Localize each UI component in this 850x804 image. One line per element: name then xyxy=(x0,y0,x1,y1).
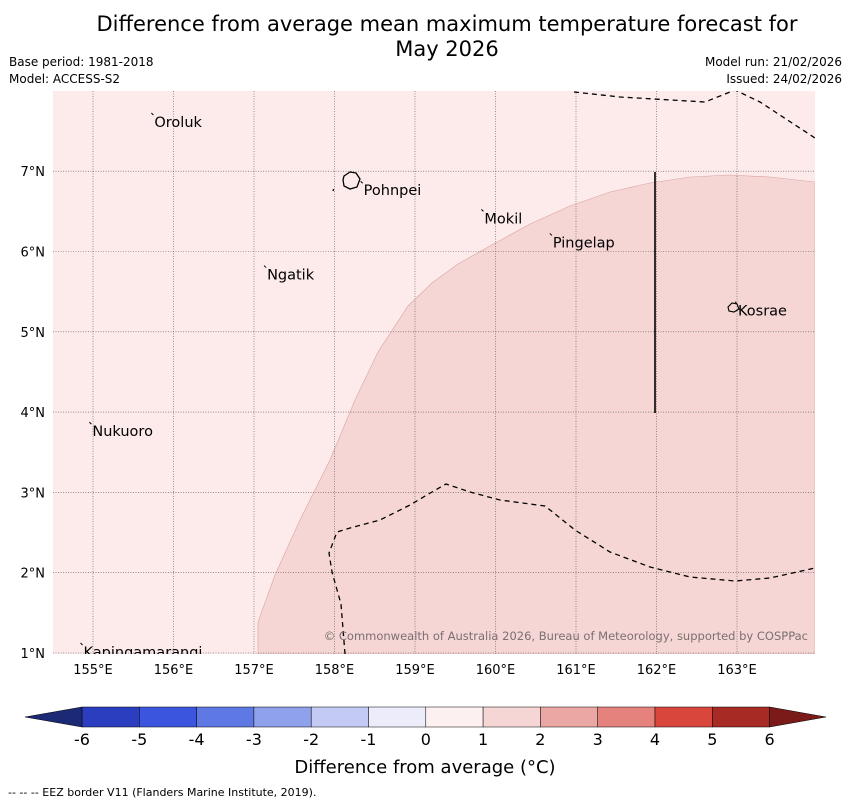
colorbar-bin xyxy=(597,706,656,728)
place-marker xyxy=(481,208,484,212)
place-marker xyxy=(734,301,738,305)
pohnpei-island xyxy=(332,171,361,192)
place-marker xyxy=(360,180,364,184)
lat-tick-label: 4°N xyxy=(21,406,46,421)
colorbar-tick-label: 1 xyxy=(478,730,488,749)
colorbar-tick-label: 2 xyxy=(535,730,545,749)
colorbar-tick-label: 6 xyxy=(765,730,775,749)
place-label: Pingelap xyxy=(553,235,615,251)
kosrae-island xyxy=(727,302,740,313)
colorbar-bin xyxy=(712,706,770,728)
model-run: Model run: 21/02/2026 xyxy=(704,55,842,69)
colorbar-bin xyxy=(139,706,197,728)
colorbar-tick-label: 5 xyxy=(707,730,717,749)
place-label: Nukuoro xyxy=(92,424,153,440)
colorbar-label: Difference from average (°C) xyxy=(294,757,556,778)
lon-tick-label: 161°E xyxy=(556,663,596,678)
place-marker xyxy=(549,233,553,236)
colorbar-tick-label: 4 xyxy=(650,730,660,749)
lon-tick-label: 155°E xyxy=(73,663,113,678)
colorbar-bin xyxy=(482,706,541,728)
graticule xyxy=(53,91,815,654)
colorbar-bin xyxy=(425,706,484,728)
place-labels: Oroluk Pohnpei Mokil Pingelap Ngatik Kosrae Nu… xyxy=(80,112,787,661)
colorbar-tick-label: -4 xyxy=(189,730,205,749)
lat-tick-label: 7°N xyxy=(21,165,46,180)
lon-tick-label: 156°E xyxy=(154,663,194,678)
anomaly-field-1-2 xyxy=(257,174,815,654)
colorbar-bin xyxy=(196,706,255,728)
colorbar-tick-label: -5 xyxy=(131,730,147,749)
title-line-2: May 2026 xyxy=(395,37,499,61)
title-line-1: Difference from average mean maximum tem… xyxy=(96,12,798,36)
colorbar-tick-label: -1 xyxy=(361,730,377,749)
lon-tick-label: 160°E xyxy=(476,663,516,678)
lat-tick-label: 2°N xyxy=(21,567,46,582)
place-label: Pohnpei xyxy=(364,183,422,199)
copyright-notice: © Commonwealth of Australia 2026, Bureau… xyxy=(324,629,808,643)
model-name: Model: ACCESS-S2 xyxy=(9,72,121,86)
lon-tick-label: 163°E xyxy=(717,663,757,678)
colorbar-tick-label: -2 xyxy=(303,730,319,749)
eez-border xyxy=(328,91,815,654)
lon-tick-label: 162°E xyxy=(637,663,677,678)
map-area: Oroluk Pohnpei Mokil Pingelap Ngatik Kosrae Nu… xyxy=(53,91,815,661)
colorbar: -6 -5 -4 -3 -2 -1 0 1 2 3 4 5 6 xyxy=(24,706,827,749)
place-marker xyxy=(151,112,154,116)
place-label: Kapingamarangi xyxy=(84,645,203,661)
colorbar-extend-high xyxy=(769,706,827,728)
base-period: Base period: 1981-2018 xyxy=(9,55,154,69)
colorbar-bin xyxy=(654,706,713,728)
colorbar-tick-label: 0 xyxy=(421,730,431,749)
colorbar-bin xyxy=(253,706,312,728)
lon-tick-label: 157°E xyxy=(234,663,274,678)
place-label: Ngatik xyxy=(267,268,315,284)
eez-footnote: -- -- -- EEZ border V11 (Flanders Marine… xyxy=(8,786,317,799)
place-label: Mokil xyxy=(484,211,522,227)
lat-tick-label: 6°N xyxy=(21,246,46,261)
place-label: Oroluk xyxy=(154,115,202,131)
colorbar-bin xyxy=(540,706,598,728)
lat-tick-label: 1°N xyxy=(21,647,46,662)
place-marker xyxy=(263,265,267,268)
chart-title: Difference from average mean maximum tem… xyxy=(0,12,850,62)
place-marker xyxy=(80,642,83,646)
colorbar-tick-label: -6 xyxy=(74,730,90,749)
colorbar-tick-label: -3 xyxy=(246,730,262,749)
lon-tick-label: 159°E xyxy=(395,663,435,678)
place-marker xyxy=(89,421,92,425)
colorbar-extend-low xyxy=(24,706,83,728)
lat-tick-label: 3°N xyxy=(21,486,46,501)
axis-labels: 155°E 156°E 157°E 158°E 159°E 160°E 161°E 162°E… xyxy=(21,165,757,678)
colorbar-tick-label: 3 xyxy=(593,730,603,749)
lat-tick-label: 5°N xyxy=(21,326,46,341)
colorbar-bin xyxy=(81,706,140,728)
place-label: Kosrae xyxy=(738,304,787,320)
colorbar-bin xyxy=(368,706,427,728)
eez-border-north xyxy=(573,91,815,139)
colorbar-bin xyxy=(310,706,369,728)
lon-tick-label: 158°E xyxy=(315,663,355,678)
meta-left: Base period: 1981-2018 Model: ACCESS-S2 xyxy=(9,54,154,88)
meta-right: Model run: 21/02/2026 Issued: 24/02/2026 xyxy=(705,54,842,88)
issued-date: Issued: 24/02/2026 xyxy=(726,72,842,86)
